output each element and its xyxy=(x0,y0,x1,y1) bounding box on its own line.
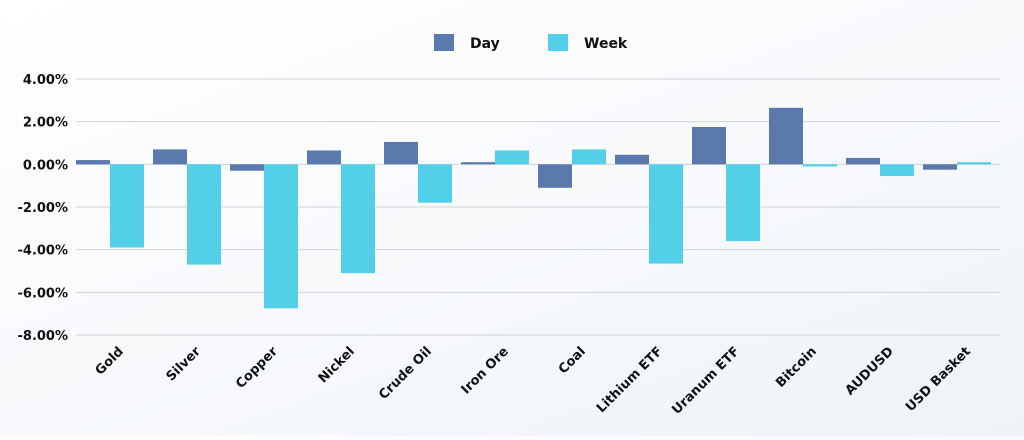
y-tick-label: 4.00% xyxy=(23,73,68,88)
legend-label-day: Day xyxy=(470,36,500,52)
x-tick-label: AUDUSD xyxy=(843,344,897,398)
bar-week-gold xyxy=(110,164,144,248)
bar-day-gold xyxy=(76,160,110,165)
x-tick-label: Silver xyxy=(164,344,205,385)
y-tick-label: -8.00% xyxy=(18,329,69,344)
legend-swatch-day xyxy=(434,34,454,51)
bar-day-uranum-etf xyxy=(692,127,726,165)
bar-week-bitcoin xyxy=(803,164,837,167)
bars xyxy=(76,107,991,309)
bar-week-audusd xyxy=(880,164,914,177)
x-tick-label: Coal xyxy=(556,344,589,377)
bar-day-usd-basket xyxy=(923,164,957,170)
x-axis-ticks: Gold Silver Copper Nickel Crude Oil Iron Ore C… xyxy=(93,344,974,418)
y-tick-label: 2.00% xyxy=(23,116,68,131)
x-tick-label: Copper xyxy=(233,344,281,392)
x-tick-label: Iron Ore xyxy=(459,344,512,397)
x-tick-label: Lithium ETF xyxy=(594,344,666,416)
bar-day-audusd xyxy=(846,157,880,165)
bar-week-usd-basket xyxy=(957,162,991,165)
legend-swatch-week xyxy=(548,34,568,51)
bar-week-coal xyxy=(572,149,606,165)
bar-day-lithium-etf xyxy=(615,154,649,165)
bar-week-lithium-etf xyxy=(649,164,683,264)
bar-day-nickel xyxy=(307,150,341,165)
bar-day-bitcoin xyxy=(769,107,803,165)
bar-day-coal xyxy=(538,164,572,188)
bar-week-copper xyxy=(264,164,298,309)
x-tick-label: Uranum ETF xyxy=(669,344,743,418)
y-tick-label: -6.00% xyxy=(18,286,69,301)
y-tick-label: -4.00% xyxy=(18,244,69,259)
bar-day-iron-ore xyxy=(461,162,495,165)
bar-week-uranum-etf xyxy=(726,164,760,242)
legend-label-week: Week xyxy=(584,36,628,52)
bar-day-copper xyxy=(230,164,264,171)
x-tick-label: Bitcoin xyxy=(773,344,820,391)
bar-week-iron-ore xyxy=(495,150,529,165)
bar-week-silver xyxy=(187,164,221,265)
legend: Day Week xyxy=(434,34,628,52)
x-tick-label: Crude Oil xyxy=(376,344,435,403)
y-tick-label: -2.00% xyxy=(18,201,69,216)
bar-day-crude-oil xyxy=(384,141,418,165)
bar-day-silver xyxy=(153,149,187,165)
bar-week-nickel xyxy=(341,164,375,274)
x-tick-label: Gold xyxy=(93,344,127,378)
y-tick-label: 0.00% xyxy=(23,158,68,173)
y-axis-ticks: 4.00% 2.00% 0.00% -2.00% -4.00% -6.00% -8.00% xyxy=(18,73,69,344)
x-tick-label: Nickel xyxy=(316,344,358,386)
bar-week-crude-oil xyxy=(418,164,452,203)
x-tick-label: USD Basket xyxy=(903,344,974,415)
